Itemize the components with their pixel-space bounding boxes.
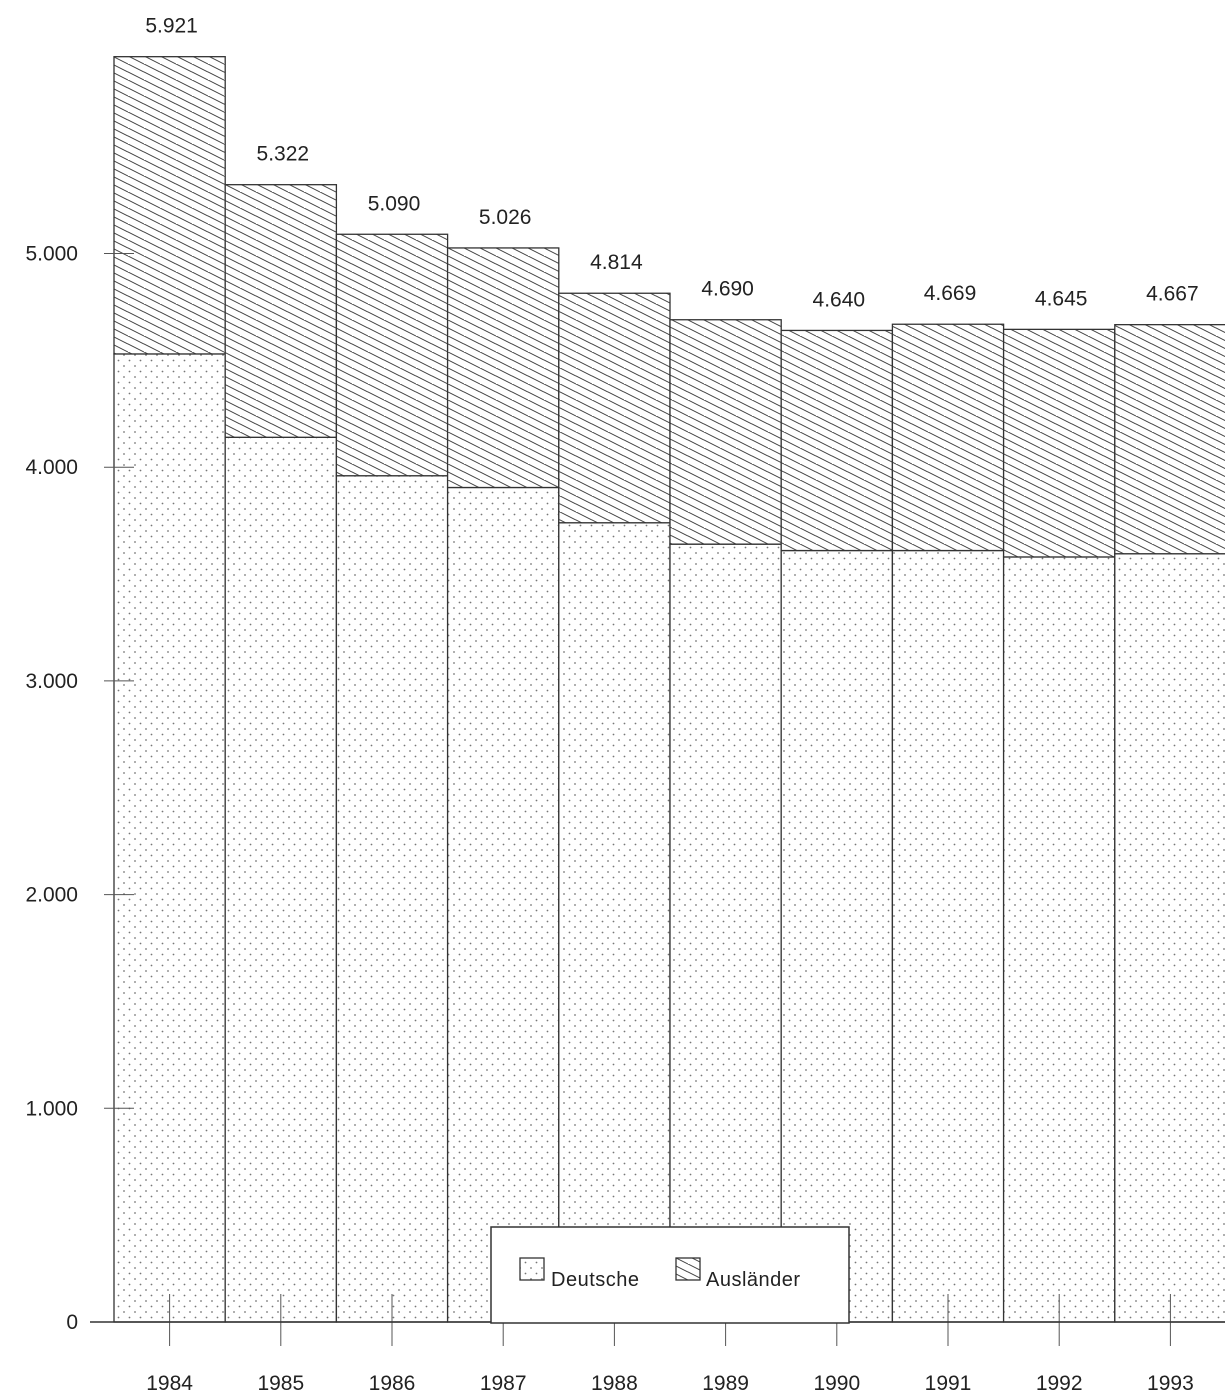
total-label-1992: 4.645 [1035, 287, 1088, 310]
bar-deutsche-1991 [891, 549, 1005, 1323]
total-labels: 5.921 5.322 5.090 5.026 4.814 4.690 4.640 4.669… [145, 15, 1198, 312]
y-axis: 0 1.000 2.000 3.000 4.000 5.000 [25, 243, 134, 1334]
x-tick-label-1989: 1989 [702, 1372, 749, 1395]
bar-auslaender-1992 [1002, 328, 1116, 558]
total-label-1986: 5.090 [368, 192, 421, 215]
bar-deutsche-1990 [780, 549, 894, 1323]
legend-swatch-auslaender [675, 1257, 701, 1281]
legend: Deutsche Ausländer [490, 1226, 850, 1324]
legend-label-deutsche: Deutsche [551, 1269, 640, 1291]
total-label-1987: 5.026 [479, 206, 532, 229]
bar-auslaender-1988 [558, 292, 671, 524]
total-label-1985: 5.322 [257, 143, 310, 166]
x-tick-label-1985: 1985 [257, 1372, 304, 1395]
bars-group [113, 56, 1225, 1323]
bar-deutsche-1993 [1114, 553, 1225, 1323]
bar-deutsche-1989 [669, 543, 782, 1323]
y-tick-label-4000: 4.000 [25, 456, 78, 479]
bar-auslaender-1986 [335, 233, 449, 477]
bar-deutsche-1984 [113, 353, 226, 1323]
bar-auslaender-1984 [113, 56, 226, 355]
bar-deutsche-1987 [446, 486, 560, 1323]
bar-auslaender-1991 [891, 323, 1005, 552]
bar-deutsche-1985 [224, 436, 338, 1323]
x-tick-label-1984: 1984 [146, 1372, 193, 1395]
y-tick-label-5000: 5.000 [25, 243, 78, 266]
x-tick-label-1990: 1990 [813, 1372, 860, 1395]
total-label-1993: 4.667 [1146, 283, 1199, 306]
total-label-1991: 4.669 [924, 282, 977, 305]
bar-auslaender-1985 [224, 184, 338, 438]
bar-auslaender-1987 [446, 247, 560, 489]
y-tick-label-3000: 3.000 [25, 670, 78, 693]
bar-deutsche-1988 [558, 522, 671, 1323]
y-tick-label-0: 0 [66, 1311, 78, 1334]
x-tick-label-1991: 1991 [925, 1372, 972, 1395]
bar-auslaender-1990 [780, 329, 894, 552]
x-tick-label-1988: 1988 [591, 1372, 638, 1395]
total-label-1990: 4.640 [813, 288, 866, 311]
bar-auslaender-1993 [1114, 324, 1225, 555]
x-tick-label-1992: 1992 [1036, 1372, 1083, 1395]
legend-label-auslaender: Ausländer [706, 1269, 801, 1291]
total-label-1989: 4.690 [701, 278, 754, 301]
x-axis: 1984 1985 1986 1987 1988 1989 1990 1991 1992 1993 [90, 1294, 1225, 1395]
total-label-1984: 5.921 [145, 15, 198, 38]
x-tick-label-1993: 1993 [1147, 1372, 1194, 1395]
bar-auslaender-1989 [669, 319, 782, 545]
y-tick-label-2000: 2.000 [25, 884, 78, 907]
legend-swatch-deutsche [519, 1257, 545, 1281]
legend-box [490, 1226, 850, 1324]
y-tick-label-1000: 1.000 [25, 1097, 78, 1120]
total-label-1988: 4.814 [590, 251, 643, 274]
x-tick-label-1987: 1987 [480, 1372, 527, 1395]
x-tick-label-1986: 1986 [369, 1372, 416, 1395]
bar-deutsche-1992 [1002, 556, 1116, 1323]
bar-deutsche-1986 [335, 475, 449, 1323]
